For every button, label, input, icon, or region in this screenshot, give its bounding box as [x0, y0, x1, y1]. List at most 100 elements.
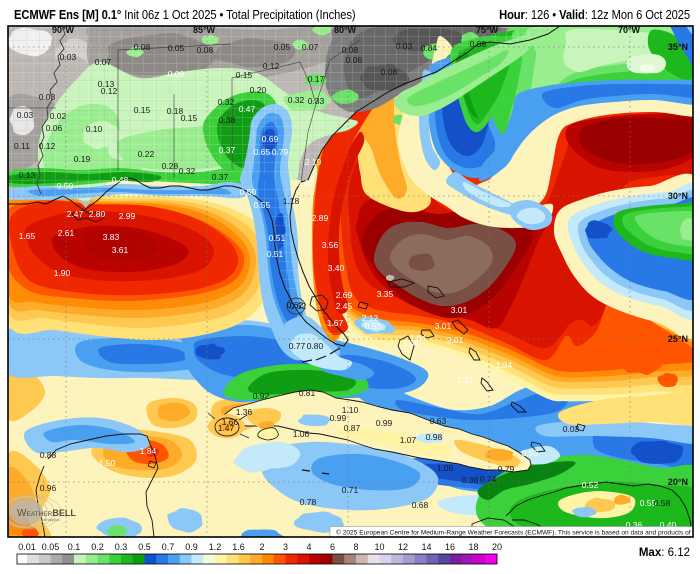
svg-text:0.32: 0.32	[218, 97, 235, 107]
svg-text:0.03: 0.03	[39, 92, 56, 102]
svg-text:0.38: 0.38	[219, 115, 236, 125]
svg-text:0.02: 0.02	[50, 111, 67, 121]
svg-text:1.07: 1.07	[400, 435, 417, 445]
svg-text:0.13: 0.13	[19, 170, 36, 180]
svg-text:2.12: 2.12	[362, 313, 379, 323]
svg-text:3.01: 3.01	[451, 305, 468, 315]
svg-text:0.74: 0.74	[480, 474, 497, 484]
svg-text:1.47: 1.47	[218, 423, 235, 433]
svg-text:0.79: 0.79	[498, 464, 515, 474]
svg-text:0.15: 0.15	[134, 105, 151, 115]
svg-text:3.40: 3.40	[328, 263, 345, 273]
svg-text:1.66: 1.66	[222, 417, 239, 427]
svg-text:2.19: 2.19	[305, 157, 322, 167]
svg-text:0.09: 0.09	[168, 69, 185, 79]
svg-text:0.7: 0.7	[162, 542, 175, 552]
svg-text:0.06: 0.06	[346, 55, 363, 65]
svg-text:0.92: 0.92	[253, 391, 270, 401]
svg-text:8: 8	[353, 542, 358, 552]
svg-text:0.10: 0.10	[86, 124, 103, 134]
svg-text:0.03: 0.03	[17, 110, 34, 120]
svg-text:16: 16	[445, 542, 455, 552]
svg-text:1.06: 1.06	[437, 463, 454, 473]
svg-text:0.52: 0.52	[582, 480, 599, 490]
svg-text:1.92: 1.92	[298, 178, 315, 188]
svg-text:0.07: 0.07	[302, 42, 319, 52]
svg-text:0.96: 0.96	[40, 483, 57, 493]
svg-text:0.15: 0.15	[181, 113, 198, 123]
svg-text:1.65: 1.65	[19, 231, 36, 241]
svg-text:0.88: 0.88	[40, 450, 57, 460]
svg-text:0.69: 0.69	[262, 134, 279, 144]
svg-text:0.3: 0.3	[115, 542, 128, 552]
svg-text:0.08: 0.08	[134, 42, 151, 52]
svg-text:1.2: 1.2	[209, 542, 222, 552]
svg-text:0.2: 0.2	[91, 542, 104, 552]
svg-text:0.07: 0.07	[95, 57, 112, 67]
svg-text:0.37: 0.37	[212, 172, 229, 182]
svg-text:75°W: 75°W	[476, 25, 499, 35]
svg-text:18: 18	[468, 542, 478, 552]
svg-text:4: 4	[306, 542, 311, 552]
svg-text:2.45: 2.45	[336, 301, 353, 311]
svg-text:2.89: 2.89	[312, 213, 329, 223]
svg-text:70°W: 70°W	[618, 25, 641, 35]
svg-text:1.50: 1.50	[99, 458, 116, 468]
svg-text:0.11: 0.11	[14, 141, 30, 151]
svg-text:20°N: 20°N	[668, 477, 688, 487]
svg-text:WEATHERBELL: WEATHERBELL	[17, 508, 76, 519]
svg-text:2.61: 2.61	[58, 228, 75, 238]
svg-text:2.69: 2.69	[336, 290, 353, 300]
svg-text:0.51: 0.51	[267, 249, 284, 259]
svg-text:0.55: 0.55	[640, 498, 657, 508]
svg-text:0.06: 0.06	[46, 123, 63, 133]
svg-text:2.47: 2.47	[67, 209, 84, 219]
svg-text:0.33: 0.33	[308, 96, 325, 106]
svg-text:0.87: 0.87	[344, 423, 361, 433]
svg-text:0.05: 0.05	[42, 542, 60, 552]
svg-text:0.80: 0.80	[307, 341, 324, 351]
svg-text:0.9: 0.9	[185, 542, 198, 552]
svg-text:0.05: 0.05	[168, 43, 185, 53]
svg-text:3: 3	[283, 542, 288, 552]
svg-text:analytics: analytics	[44, 517, 60, 522]
svg-text:0.5: 0.5	[138, 542, 151, 552]
svg-text:0.22: 0.22	[138, 149, 155, 159]
svg-text:0.12: 0.12	[39, 141, 56, 151]
svg-text:0.15: 0.15	[236, 70, 253, 80]
svg-text:10: 10	[374, 542, 384, 552]
svg-text:1.84: 1.84	[140, 446, 157, 456]
svg-text:3.35: 3.35	[377, 289, 394, 299]
svg-text:0.13: 0.13	[98, 79, 115, 89]
svg-text:30°N: 30°N	[668, 191, 688, 201]
svg-text:1.18: 1.18	[283, 196, 300, 206]
svg-text:0.99: 0.99	[376, 418, 393, 428]
svg-text:0.50: 0.50	[240, 187, 257, 197]
svg-text:80°W: 80°W	[334, 25, 357, 35]
svg-text:0.81: 0.81	[299, 388, 316, 398]
svg-text:0.48: 0.48	[112, 175, 129, 185]
svg-text:20: 20	[492, 542, 502, 552]
svg-text:0.68: 0.68	[412, 500, 429, 510]
svg-text:0.03: 0.03	[60, 52, 77, 62]
svg-text:0.71: 0.71	[342, 485, 359, 495]
svg-text:0.53: 0.53	[522, 448, 539, 458]
svg-text:1.90: 1.90	[54, 268, 71, 278]
svg-text:0.12: 0.12	[263, 61, 280, 71]
svg-text:0.08: 0.08	[342, 45, 359, 55]
svg-text:0.47: 0.47	[239, 104, 256, 114]
svg-text:85°W: 85°W	[193, 25, 216, 35]
svg-text:0.51: 0.51	[269, 233, 286, 243]
svg-text:0.19: 0.19	[74, 154, 91, 164]
svg-text:35°N: 35°N	[668, 42, 688, 52]
svg-text:0.98: 0.98	[426, 432, 443, 442]
svg-text:0.36: 0.36	[626, 520, 643, 530]
svg-text:0.40: 0.40	[660, 520, 677, 530]
svg-text:0.99: 0.99	[330, 413, 347, 423]
svg-text:0.37: 0.37	[219, 145, 236, 155]
svg-text:0.58: 0.58	[654, 498, 671, 508]
svg-text:0.28: 0.28	[162, 161, 179, 171]
svg-text:90°W: 90°W	[52, 25, 75, 35]
svg-text:0.65: 0.65	[254, 147, 271, 157]
svg-text:0.63: 0.63	[430, 416, 447, 426]
